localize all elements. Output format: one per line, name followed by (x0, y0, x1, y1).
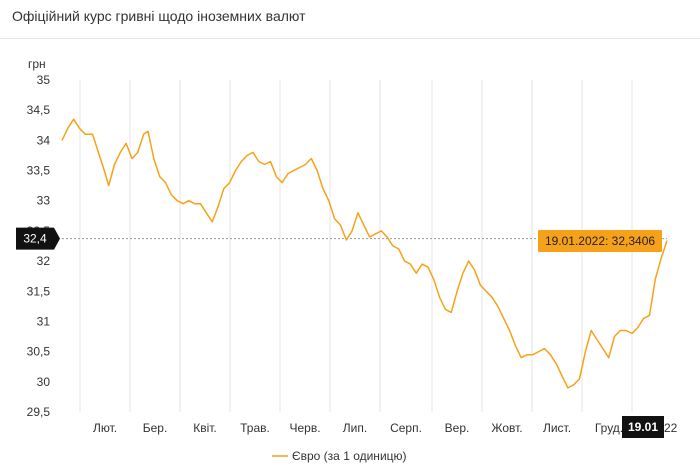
crosshair-x-badge-bg (622, 416, 664, 438)
series-points (61, 119, 668, 388)
tooltip: 19.01.2022: 32,3406 (538, 230, 662, 252)
legend[interactable]: Євро (за 1 одиницю) (272, 449, 407, 463)
crosshair-y-label: 32,4 (23, 232, 47, 246)
y-tick-label: 30 (37, 375, 51, 389)
x-tick-label: Трав. (240, 421, 270, 435)
y-tick-label: 33 (37, 194, 51, 208)
x-tick-label: Вер. (445, 421, 470, 435)
y-tick-label: 33,5 (27, 164, 51, 178)
y-tick-label: 31 (37, 314, 51, 328)
crosshair-x-label: 19.01 (628, 420, 658, 434)
x-tick-label: Бер. (143, 421, 168, 435)
x-tick-label: Черв. (289, 421, 320, 435)
y-tick-label: 31,5 (27, 284, 51, 298)
y-tick-label: 35 (37, 73, 51, 87)
title-divider (0, 38, 700, 39)
x-tick-label: Лют. (93, 421, 117, 435)
y-tick-label: 29,5 (27, 405, 51, 419)
y-axis-unit: грн (28, 57, 46, 71)
x-tick-label: Лип. (343, 421, 367, 435)
crosshair-y-badge: 32,4 (16, 227, 60, 250)
x-tick-labels: Лют. Бер. Квіт. Трав. Черв. Лип. Серп. Вер. Жовт… (93, 421, 678, 435)
y-tick-label: 32 (37, 254, 51, 268)
x-tick-label: Жовт. (491, 421, 522, 435)
crosshair-y-badge-bg (16, 227, 60, 250)
chart-title: Офіційний курс гривні щодо іноземних вал… (12, 8, 306, 24)
x-tick-label: Груд. (595, 421, 623, 435)
y-tick-label: 30,5 (27, 345, 51, 359)
y-tick-label: 34,5 (27, 103, 51, 117)
crosshair-x-badge: 19.01 (622, 416, 664, 438)
y-tick-label: 34 (37, 133, 51, 147)
x-tick-label: Квіт. (193, 421, 217, 435)
tooltip-text: 19.01.2022: 32,3406 (545, 234, 655, 248)
tooltip-bg (538, 230, 662, 252)
x-tick-label: Серп. (390, 421, 422, 435)
series-line-euro[interactable] (61, 118, 668, 389)
x-tick-label: Лист. (543, 421, 571, 435)
legend-label[interactable]: Євро (за 1 одиницю) (292, 449, 407, 463)
